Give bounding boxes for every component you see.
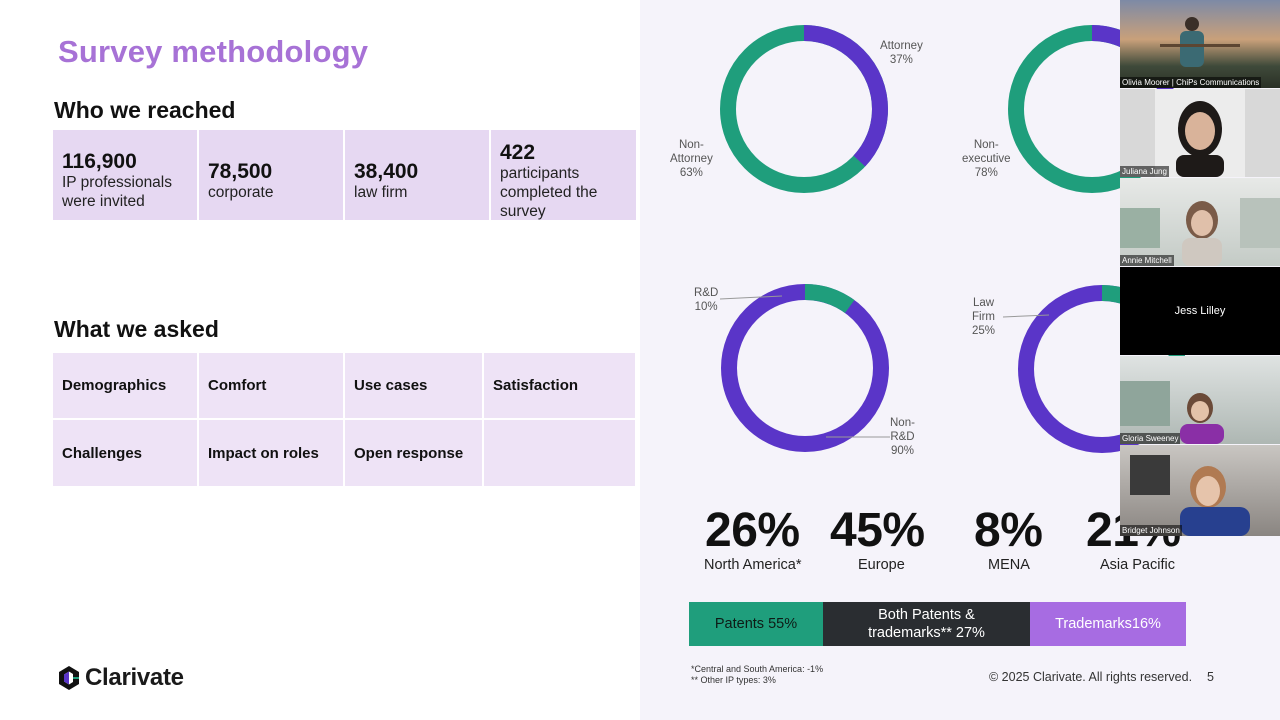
reached-description: corporate bbox=[208, 183, 274, 201]
reached-heading: Who we reached bbox=[54, 97, 236, 123]
participant-name: Juliana Jung bbox=[1120, 166, 1169, 177]
donut-label: Law Firm 25% bbox=[972, 297, 996, 337]
leader-line bbox=[720, 295, 783, 300]
participant-name: Bridget Johnson bbox=[1120, 525, 1182, 536]
clarivate-logo-icon bbox=[59, 666, 79, 690]
asked-cell: Open response bbox=[345, 420, 482, 486]
asked-cell: Challenges bbox=[53, 420, 197, 486]
participant-video-tile[interactable]: Jess Lilley bbox=[1120, 267, 1280, 355]
region-percent: 26% bbox=[705, 504, 800, 557]
asked-cell: Demographics bbox=[53, 353, 197, 418]
reached-number: 78,500 bbox=[208, 159, 273, 183]
clarivate-logo: Clarivate bbox=[58, 664, 184, 692]
participant-video-tile[interactable]: Olivia Moorer | ChiPs Communications bbox=[1120, 0, 1280, 88]
donut-label: Non- executive 78% bbox=[962, 139, 1011, 179]
person-silhouette-icon bbox=[1130, 455, 1250, 536]
asked-cell: Satisfaction bbox=[484, 353, 635, 418]
donut-segment bbox=[720, 25, 888, 193]
reached-cell: 38,400 law firm bbox=[345, 130, 489, 220]
reached-description: participants completed the survey bbox=[500, 164, 598, 220]
trademarks-segment: Trademarks16% bbox=[1030, 602, 1186, 646]
footnote: *Central and South America: -1% bbox=[691, 664, 824, 674]
patents-segment: Patents 55% bbox=[689, 602, 823, 646]
reached-description: law firm bbox=[354, 183, 408, 201]
slide-title: Survey methodology bbox=[58, 34, 369, 69]
donut-segment bbox=[721, 284, 889, 452]
reached-table: 116,900 IP professionals were invited 78… bbox=[53, 130, 636, 220]
person-silhouette-icon bbox=[1120, 198, 1280, 266]
participant-name: Olivia Moorer | ChiPs Communications bbox=[1120, 77, 1262, 88]
ip-types-bar: Patents 55% Both Patents & trademarks** … bbox=[689, 602, 1186, 646]
leader-line bbox=[1003, 314, 1050, 318]
person-silhouette-icon bbox=[1120, 381, 1224, 444]
footnote: ** Other IP types: 3% bbox=[691, 675, 776, 685]
participant-video-tile[interactable]: Bridget Johnson bbox=[1120, 445, 1280, 536]
asked-cell: Impact on roles bbox=[199, 420, 343, 486]
asked-heading: What we asked bbox=[54, 316, 219, 342]
participant-name: Annie Mitchell bbox=[1120, 255, 1174, 266]
rnd-donut-chart bbox=[721, 284, 889, 452]
participant-name: Jess Lilley bbox=[1171, 304, 1229, 318]
asked-cell: Comfort bbox=[199, 353, 343, 418]
participant-name-center: Jess Lilley bbox=[1120, 267, 1280, 355]
reached-cell: 116,900 IP professionals were invited bbox=[53, 130, 197, 220]
donut-label: R&D 10% bbox=[694, 287, 719, 313]
asked-cell: Use cases bbox=[345, 353, 482, 418]
region-name: MENA bbox=[988, 557, 1030, 573]
reached-number: 38,400 bbox=[354, 159, 419, 183]
donut-track bbox=[721, 284, 889, 452]
reached-number: 116,900 bbox=[62, 150, 137, 173]
person-silhouette-icon bbox=[1176, 101, 1224, 177]
slide-left-panel: Survey methodology Who we reached 116,90… bbox=[53, 34, 636, 692]
participant-video-tile[interactable]: Juliana Jung bbox=[1120, 89, 1280, 177]
attorney-donut-chart bbox=[720, 25, 888, 193]
logo-text: Clarivate bbox=[85, 664, 184, 691]
donut-label: Non- Attorney 63% bbox=[670, 139, 713, 179]
donut-label: Attorney 37% bbox=[880, 40, 923, 66]
leader-line bbox=[826, 436, 890, 438]
reached-cell: 422 participants completed the survey bbox=[491, 130, 636, 220]
asked-table: Demographics Comfort Use cases Satisfact… bbox=[53, 353, 635, 486]
asked-cell bbox=[484, 420, 635, 486]
reached-description: IP professionals were invited bbox=[62, 174, 172, 210]
donut-segment bbox=[1008, 25, 1176, 193]
footnotes: *Central and South America: -1% ** Other… bbox=[691, 664, 823, 686]
both-segment-label: Both Patents & trademarks** 27% bbox=[868, 607, 985, 641]
reached-number: 422 bbox=[500, 140, 536, 164]
region-name: Asia Pacific bbox=[1100, 557, 1175, 573]
participant-name: Gloria Sweeney bbox=[1120, 433, 1181, 444]
donut-label: Non- R&D 90% bbox=[890, 417, 915, 457]
both-segment: Both Patents & trademarks** 27% bbox=[823, 602, 1030, 646]
copyright: © 2025 Clarivate. All rights reserved. bbox=[989, 670, 1193, 684]
region-percent: 45% bbox=[830, 504, 925, 557]
region-name: Europe bbox=[858, 557, 905, 573]
participant-video-tile[interactable]: Annie Mitchell bbox=[1120, 178, 1280, 266]
participant-video-tile[interactable]: Gloria Sweeney bbox=[1120, 356, 1280, 444]
person-silhouette-icon bbox=[1160, 17, 1240, 67]
reached-cell: 78,500 corporate bbox=[199, 130, 343, 220]
region-name: North America* bbox=[704, 557, 802, 573]
region-percent: 8% bbox=[974, 504, 1043, 557]
page-number: 5 bbox=[1207, 670, 1214, 684]
